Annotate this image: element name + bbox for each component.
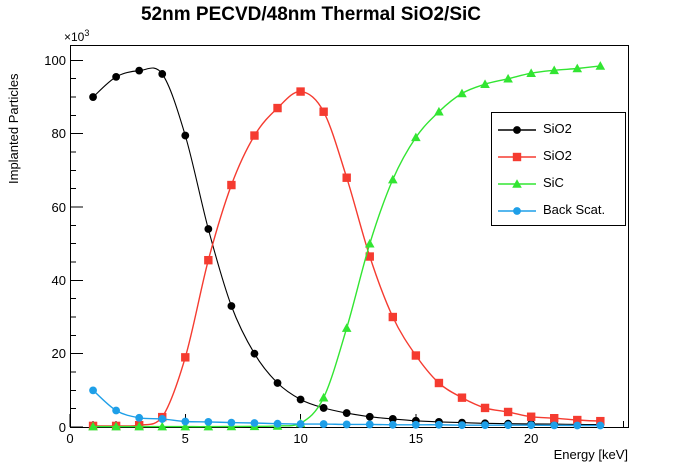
y-ticks [70,59,83,428]
x-tick-label: 15 [408,431,424,446]
x-tick-label: 20 [523,431,539,446]
black-circle-marker-icon [497,123,537,135]
y-tick-label: 100 [44,52,66,68]
plot-frame [70,45,629,428]
x-tick-label: 10 [293,431,308,446]
y-tick-label: 40 [51,272,66,288]
x-axis-title: Energy [keV] [553,447,628,462]
y-tick-label: 60 [51,199,66,215]
y-tick-label: 80 [51,126,66,142]
series-3-back-scat- [89,386,605,430]
red-square-marker-icon [497,150,537,162]
blue-circle-marker-icon [497,204,537,216]
green-triangle-marker-icon [497,177,537,189]
chart-title: 52nm PECVD/48nm Thermal SiO2/SiC [140,4,481,25]
legend-item-sic: SiC [492,170,625,195]
x-tick-label: 0 [66,431,74,446]
legend-label: SiO2 [543,148,572,163]
legend-label: SiC [543,175,564,190]
y-tick-label: 20 [51,346,66,362]
legend-item-sio2-thermal: SiO2 [492,143,625,168]
y-tick-label: 0 [58,419,66,435]
x-tick-label: 5 [181,431,189,446]
legend: SiO2 SiO2 SiC Back Scat. [491,112,626,226]
legend-item-sio2-pecvd: SiO2 [492,116,625,141]
legend-label: Back Scat. [543,202,606,217]
legend-item-back-scat: Back Scat. [492,197,625,222]
legend-label: SiO2 [543,121,572,136]
y-axis-exponent: ×103 [64,28,90,44]
